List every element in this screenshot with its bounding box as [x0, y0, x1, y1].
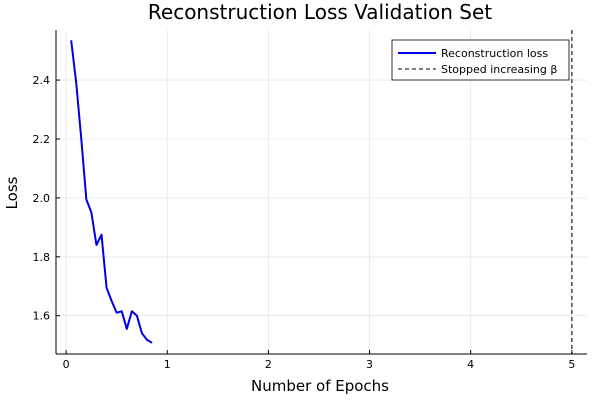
- chart-title: Reconstruction Loss Validation Set: [148, 0, 492, 24]
- x-tick-label: 5: [568, 358, 575, 371]
- axes: [55, 30, 587, 355]
- x-tick-label: 4: [467, 358, 474, 371]
- legend-label-stopped-increasing-beta: Stopped increasing β: [441, 63, 557, 76]
- x-tick-label: 1: [164, 358, 171, 371]
- y-tick-label: 2.2: [33, 133, 51, 146]
- series-group: [70, 30, 573, 354]
- x-axis-label: Number of Epochs: [251, 377, 389, 395]
- y-tick-label: 2.0: [33, 192, 51, 205]
- x-tick-label: 2: [265, 358, 272, 371]
- x-tick-label: 0: [63, 358, 70, 371]
- legend-box: [391, 39, 570, 81]
- y-axis-label: Loss: [3, 176, 21, 209]
- y-tick-label: 1.8: [33, 251, 51, 264]
- series-line-reconstruction-loss: [70, 40, 153, 344]
- tick-labels: 0 1 2 3 4 5 1.6 1.8 2.0 2.2 2.4: [33, 74, 576, 371]
- y-tick-label: 2.4: [33, 74, 51, 87]
- x-tick-label: 3: [366, 358, 373, 371]
- legend-label-reconstruction-loss: Reconstruction loss: [441, 47, 548, 60]
- legend: Reconstruction loss Stopped increasing β: [391, 39, 570, 81]
- y-tick-label: 1.6: [33, 310, 51, 323]
